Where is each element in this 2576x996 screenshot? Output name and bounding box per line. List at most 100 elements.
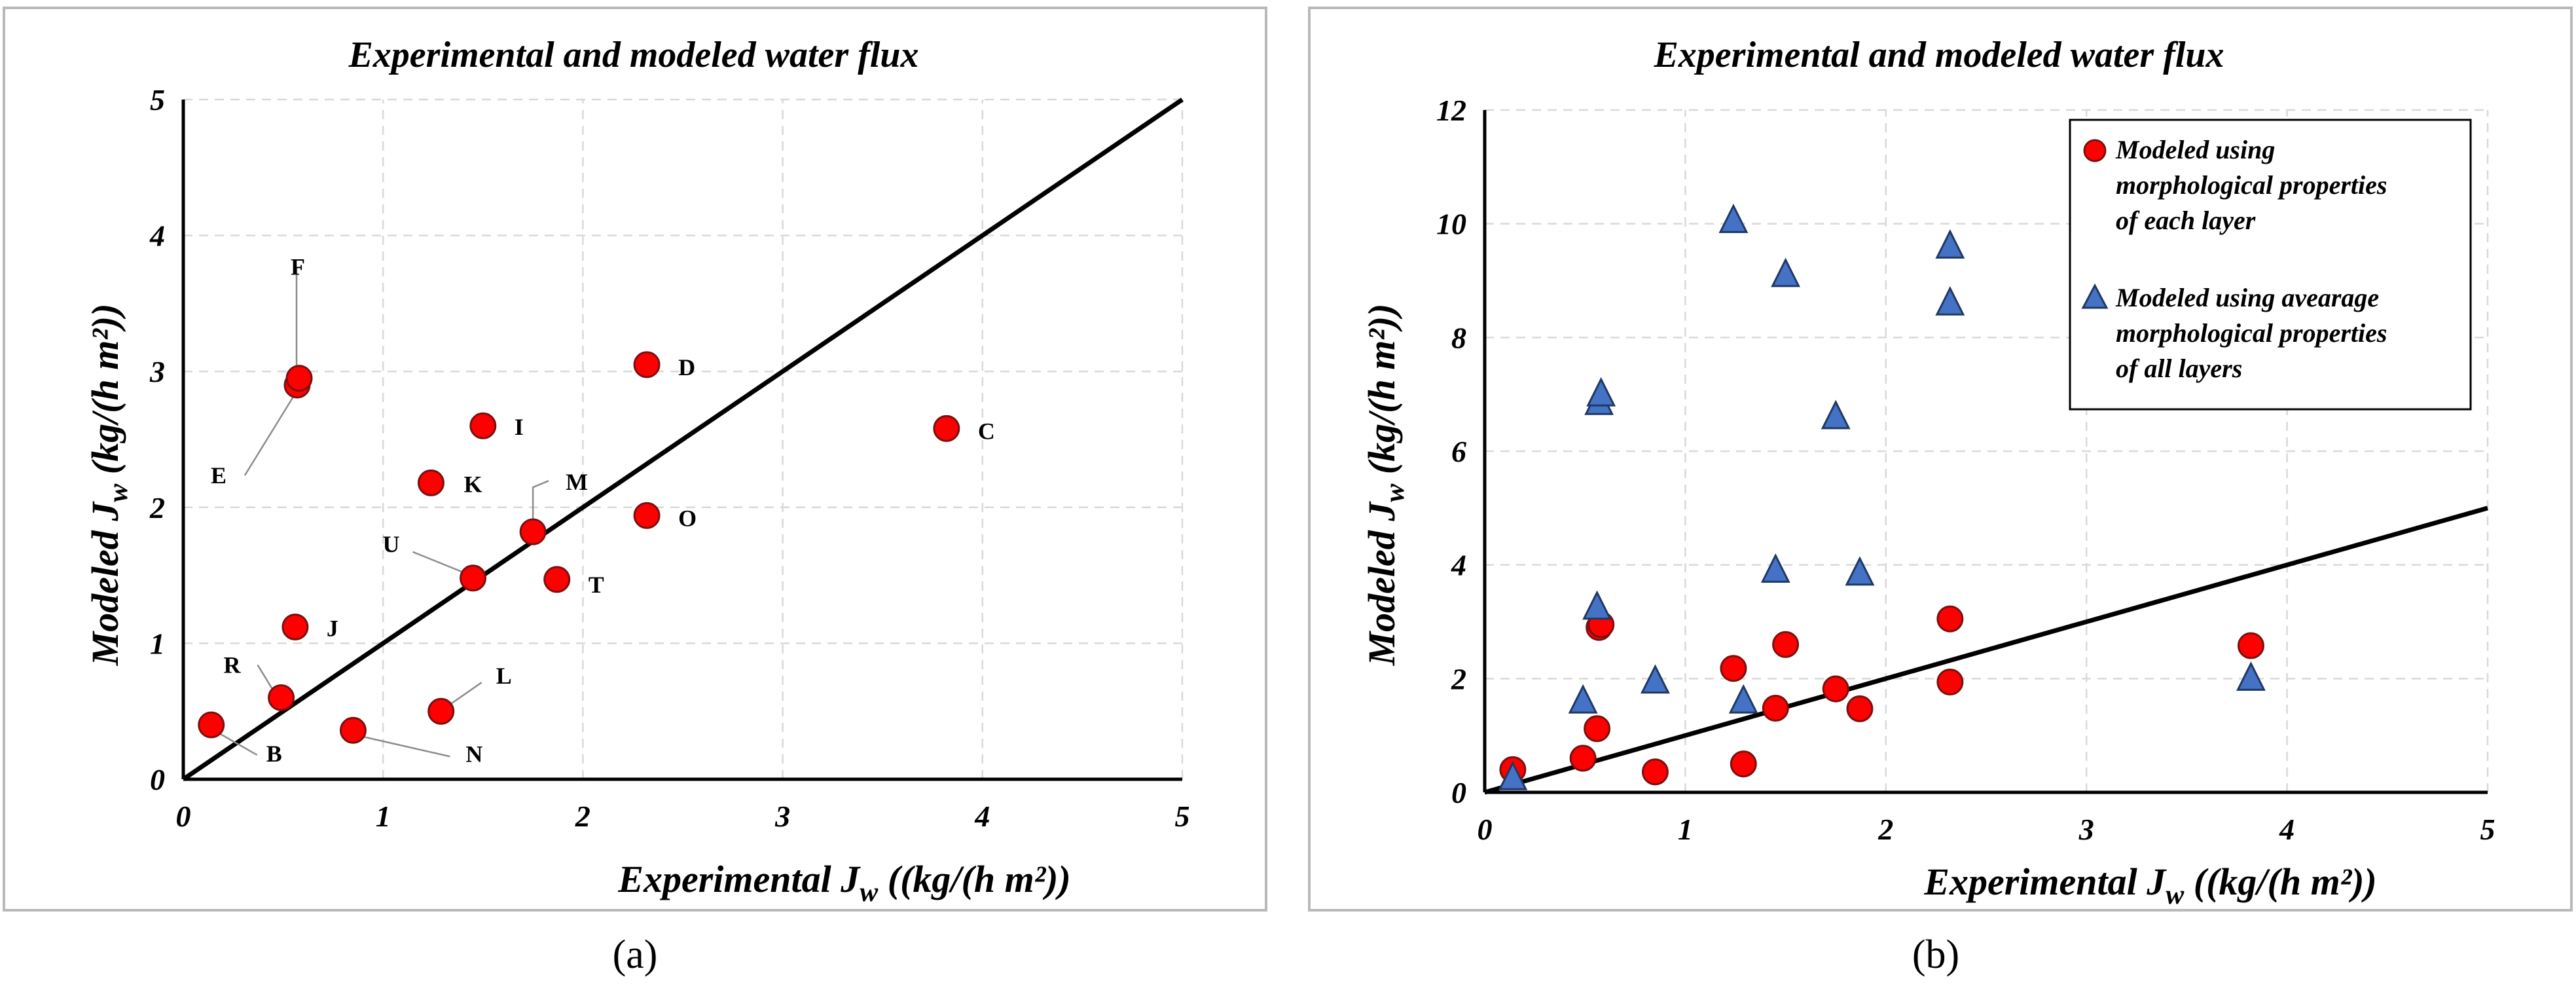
point-label: F (291, 254, 305, 280)
data-point-triangle (1568, 684, 1598, 714)
y-tick-label: 5 (150, 83, 165, 117)
data-point-circle (427, 697, 455, 725)
legend-entry-text: of each layer (2116, 206, 2256, 235)
label-leader-line (450, 682, 482, 705)
x-tick-label: 1 (1678, 813, 1693, 846)
data-point-triangle (1771, 257, 1801, 287)
point-label: T (589, 572, 604, 598)
x-tick-label: 5 (2480, 813, 2495, 846)
point-label: J (327, 615, 338, 641)
point-label: D (678, 354, 695, 380)
data-point-circle (1822, 675, 1849, 703)
data-point-circle (1720, 655, 1747, 682)
y-tick-label: 0 (1451, 776, 1466, 809)
data-point-circle (1730, 750, 1757, 778)
data-point-circle (281, 613, 309, 640)
legend-entry-text: morphological properties (2116, 170, 2387, 200)
legend-marker-triangle (2081, 283, 2109, 309)
x-tick-label: 2 (1878, 813, 1893, 846)
panel-a-grid (183, 98, 1184, 779)
panel-a-point-labels: B R J E F N K L U I M T D O C (211, 254, 995, 767)
data-point-circle (633, 351, 661, 378)
x-tick-label: 2 (575, 800, 590, 833)
data-point-triangle (1498, 760, 1528, 790)
data-point-triangle (1935, 229, 1965, 259)
data-point-triangle (1641, 664, 1670, 694)
data-point-circle (519, 518, 547, 545)
x-tick-label: 0 (176, 800, 191, 833)
point-label: K (463, 471, 482, 497)
point-label: E (211, 462, 227, 489)
data-point-circle (633, 502, 661, 529)
x-tick-label: 0 (1478, 813, 1493, 846)
data-point-circle (460, 564, 487, 592)
panel-a-y-axis-label: Modeled Jw (kg/(h m²)) (84, 304, 134, 667)
data-point-circle (543, 566, 571, 593)
legend-marker-circle (2083, 139, 2107, 162)
point-label: U (383, 531, 400, 557)
legend-entry-text: Modeled using (2115, 135, 2275, 164)
y-tick-label: 6 (1451, 435, 1466, 468)
label-leader-line (244, 396, 295, 476)
data-point-circle (1772, 631, 1800, 658)
legend-box (2069, 119, 2472, 411)
panel-a-chart: Experimental and modeled water flux 0 1 2 3… (3, 7, 1267, 912)
y-tick-label: 10 (1436, 208, 1466, 241)
x-tick-label: 3 (774, 800, 790, 833)
x-tick-label: 4 (974, 800, 990, 833)
identity-line (1484, 506, 2488, 795)
y-tick-label: 1 (150, 627, 165, 660)
label-leader-line (412, 551, 462, 572)
data-point-circle (1641, 758, 1669, 786)
point-label: C (978, 418, 995, 444)
panel-a-axes (181, 100, 1182, 781)
label-leader-line (257, 664, 273, 690)
panel-b-title: Experimental and modeled water flux (1653, 35, 2224, 75)
y-tick-label: 3 (149, 355, 165, 388)
data-point-triangle (1935, 286, 1965, 316)
y-tick-label: 8 (1451, 321, 1466, 354)
y-tick-label: 12 (1436, 94, 1466, 127)
data-point-circle (2237, 632, 2264, 659)
data-point-triangle (1718, 203, 1749, 233)
x-tick-label: 1 (376, 800, 391, 833)
data-point-triangle (1586, 377, 1616, 407)
data-point-triangle (1845, 556, 1875, 586)
data-point-triangle (1728, 684, 1758, 714)
label-leader-line (363, 736, 450, 758)
legend-entry-text: of all layers (2116, 354, 2242, 383)
x-tick-label: 3 (2078, 813, 2094, 846)
panel-b-reference-line (1484, 506, 2488, 795)
point-label: N (465, 741, 482, 767)
y-tick-label: 2 (1451, 662, 1466, 695)
data-point-circle (1762, 694, 1789, 722)
data-point-circle (417, 469, 444, 496)
panel-b-caption: (b) (1912, 932, 1959, 977)
panel-a-points (198, 351, 960, 744)
point-label: O (678, 505, 697, 531)
data-point-circle (1936, 669, 1964, 696)
data-point-circle (339, 716, 367, 744)
panel-a-tick-labels: 0 1 2 3 4 5 0 1 2 3 4 5 (149, 83, 1190, 833)
data-point-circle (1584, 715, 1611, 743)
point-label: R (224, 652, 242, 678)
data-point-circle (1569, 745, 1597, 772)
point-label: I (515, 414, 524, 440)
data-point-triangle (2236, 661, 2266, 691)
panel-a-caption: (a) (613, 932, 658, 977)
data-point-triangle (1760, 553, 1790, 583)
x-tick-label: 4 (2279, 813, 2295, 846)
legend-entry-text: Modeled using avearage (2115, 283, 2379, 312)
panel-b-axes (1483, 110, 2488, 794)
data-point-triangle (1821, 399, 1851, 430)
y-tick-label: 2 (149, 491, 165, 525)
panel-b-legend: Modeled using morphological properties of … (2069, 119, 2472, 411)
point-label: B (266, 741, 282, 767)
label-leader-line (532, 480, 549, 519)
y-tick-label: 0 (150, 763, 165, 796)
data-point-circle (469, 412, 497, 439)
data-point-triangle (1582, 590, 1612, 620)
data-point-circle (285, 365, 313, 392)
